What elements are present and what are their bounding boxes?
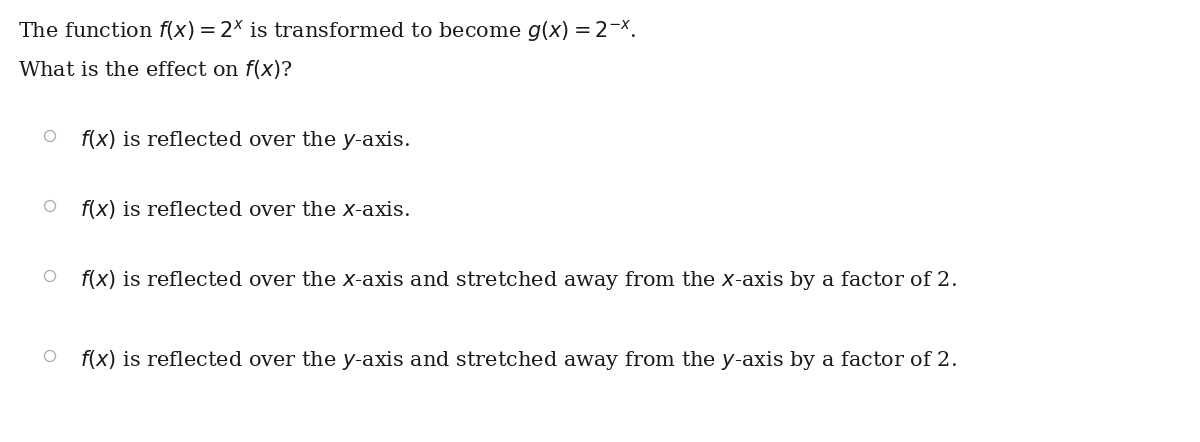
Text: $f(x)$ is reflected over the $y$-axis.: $f(x)$ is reflected over the $y$-axis. xyxy=(80,128,410,152)
Text: The function $f(x) = 2^x$ is transformed to become $g(x) = 2^{-x}$.: The function $f(x) = 2^x$ is transformed… xyxy=(18,18,636,44)
Text: The function $f(x) = 2^x$ is transformed to become $g(x) = 2^{-x}$.: The function $f(x) = 2^x$ is transformed… xyxy=(18,0,636,2)
Text: $f(x)$ is reflected over the $x$-axis.: $f(x)$ is reflected over the $x$-axis. xyxy=(80,198,410,221)
Text: What is the effect on $f(x)$?: What is the effect on $f(x)$? xyxy=(18,58,293,81)
Text: $f(x)$ is reflected over the $y$-axis and stretched away from the $y$-axis by a : $f(x)$ is reflected over the $y$-axis an… xyxy=(80,348,956,372)
Text: $f(x)$ is reflected over the $x$-axis and stretched away from the $x$-axis by a : $f(x)$ is reflected over the $x$-axis an… xyxy=(80,268,956,292)
